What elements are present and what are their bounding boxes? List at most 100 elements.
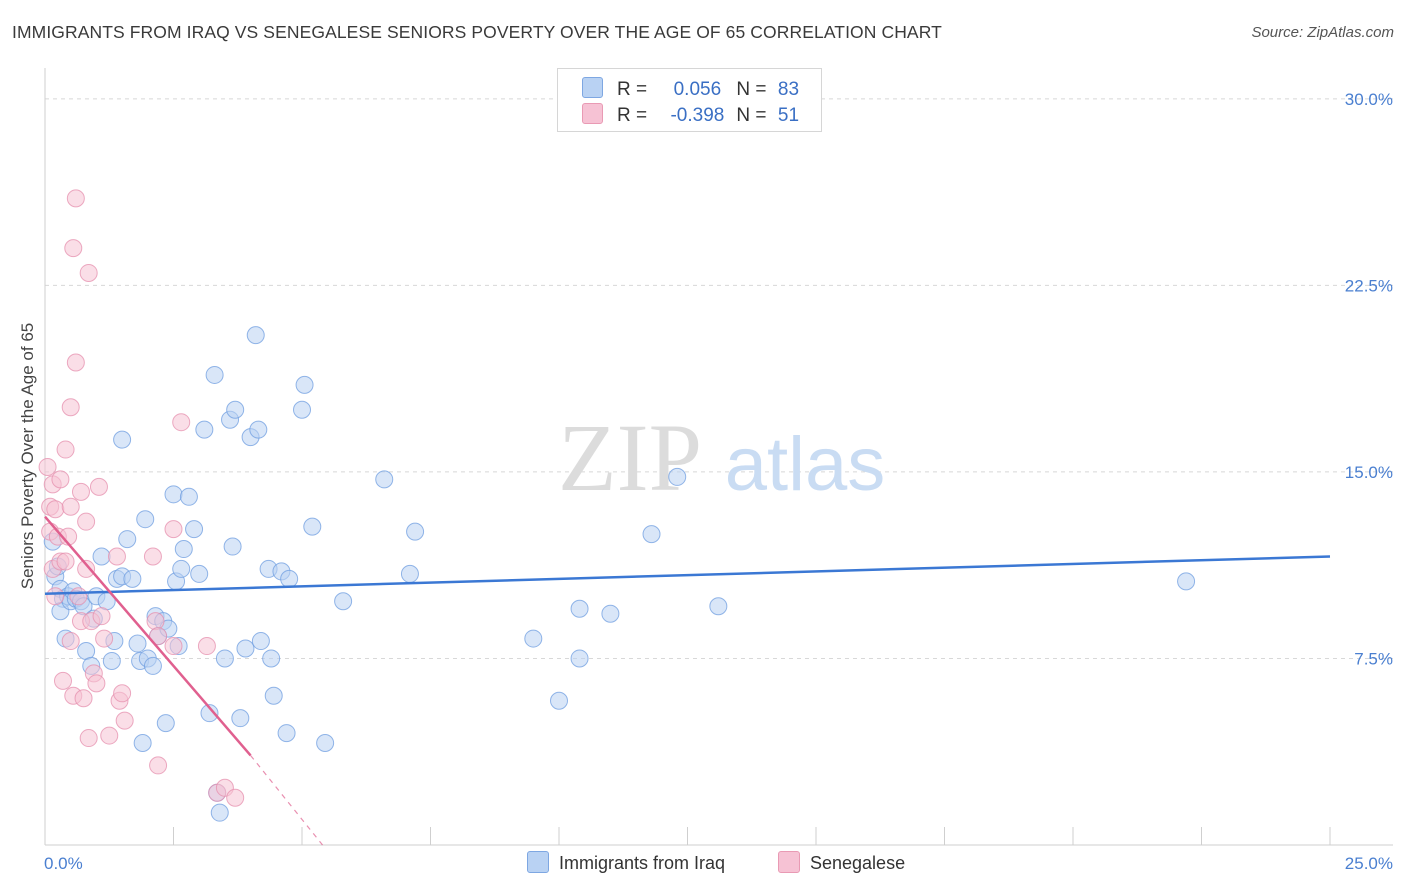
y-tick-label: 22.5%	[1345, 276, 1393, 295]
legend-n-label: N =	[736, 105, 767, 126]
data-point	[38, 457, 57, 476]
data-point	[200, 704, 219, 723]
x-tick-label-min: 0.0%	[44, 854, 83, 873]
axes	[44, 68, 1393, 846]
data-point	[156, 714, 175, 733]
legend-n-label: N =	[736, 79, 767, 100]
data-point	[61, 632, 80, 651]
data-point	[179, 487, 198, 506]
y-tick-label: 30.0%	[1345, 90, 1393, 109]
data-point	[61, 398, 80, 417]
data-point	[143, 547, 162, 566]
legend-r-label: R =	[617, 79, 648, 100]
data-point	[215, 649, 234, 668]
data-point	[102, 651, 121, 670]
source-label: Source: ZipAtlas.com	[1251, 24, 1394, 41]
data-point	[249, 420, 268, 439]
data-point	[570, 649, 589, 668]
data-point	[53, 671, 72, 690]
chart-title: IMMIGRANTS FROM IRAQ VS SENEGALESE SENIO…	[12, 22, 942, 42]
legend-swatch-senegalese	[582, 103, 603, 124]
data-point	[277, 724, 296, 743]
data-point	[524, 629, 543, 648]
data-point	[107, 547, 126, 566]
data-point	[66, 353, 85, 372]
data-point	[251, 632, 270, 651]
data-point	[133, 734, 152, 753]
data-point	[280, 569, 299, 588]
data-point	[79, 263, 98, 282]
data-point	[1177, 572, 1196, 591]
watermark-atlas: atlas	[725, 422, 886, 507]
trend-lines	[44, 515, 1331, 846]
data-point	[61, 497, 80, 516]
watermark: ZIP atlas	[558, 404, 885, 511]
data-point	[174, 540, 193, 559]
data-point	[642, 525, 661, 544]
data-point	[56, 552, 75, 571]
data-point	[71, 482, 90, 501]
trend-line-senegalese-extension	[250, 755, 324, 846]
data-point	[185, 520, 204, 539]
data-point	[87, 674, 106, 693]
legend-row-senegalese: R = -0.398 N = 51	[582, 103, 805, 126]
bottom-legend-senegalese: Senegalese	[778, 851, 905, 874]
data-point	[56, 440, 75, 459]
legend-r-label: R =	[617, 105, 648, 126]
data-point	[246, 326, 265, 345]
data-point	[406, 522, 425, 541]
data-point	[164, 485, 183, 504]
legend-swatch-iraq	[582, 77, 603, 98]
data-point	[172, 559, 191, 578]
data-point	[95, 629, 114, 648]
data-point	[550, 691, 568, 710]
data-point	[197, 637, 216, 656]
data-point	[164, 637, 183, 656]
data-point	[46, 500, 65, 519]
data-point	[115, 711, 134, 730]
data-point	[149, 627, 168, 646]
legend-r-value-iraq: 0.056	[673, 79, 722, 100]
data-point	[210, 803, 229, 822]
data-point	[51, 470, 70, 489]
data-point	[205, 365, 224, 384]
trend-line-senegalese	[44, 515, 252, 757]
y-tick-label: 15.0%	[1345, 463, 1393, 482]
legend-n-value-senegalese: 51	[777, 105, 800, 126]
data-point	[375, 470, 394, 489]
data-point	[334, 592, 353, 611]
data-point	[264, 686, 283, 705]
bottom-legend-swatch-iraq	[527, 851, 549, 873]
data-point	[226, 788, 245, 807]
data-point	[236, 639, 255, 658]
data-point	[79, 729, 98, 748]
data-point	[295, 375, 314, 394]
data-point	[293, 400, 311, 419]
data-point	[164, 520, 183, 539]
bottom-legend-label-senegalese: Senegalese	[810, 853, 906, 873]
legend-r-value-senegalese: -0.398	[670, 105, 725, 126]
data-point	[601, 604, 620, 623]
legend-n-value-iraq: 83	[777, 79, 800, 100]
bottom-legend-label-iraq: Immigrants from Iraq	[559, 853, 726, 873]
data-point	[226, 400, 245, 419]
data-point	[172, 413, 191, 432]
data-point	[64, 239, 83, 258]
data-point	[92, 607, 111, 626]
data-point	[316, 734, 335, 753]
series-senegalese-points	[38, 189, 245, 807]
series-iraq-points	[43, 326, 1196, 822]
data-point	[77, 559, 96, 578]
trend-line-iraq	[44, 555, 1331, 596]
data-point	[66, 189, 85, 208]
bottom-legend-iraq: Immigrants from Iraq	[527, 851, 725, 874]
data-point	[113, 430, 132, 449]
data-point	[46, 587, 65, 606]
data-point	[143, 656, 162, 675]
y-tick-label: 7.5%	[1354, 649, 1393, 668]
data-point	[146, 612, 165, 631]
data-point	[400, 564, 419, 583]
data-point	[149, 756, 168, 775]
legend-box: R = 0.056 N = 83 R = -0.398 N = 51	[557, 68, 822, 132]
bottom-legend-swatch-senegalese	[778, 851, 800, 873]
